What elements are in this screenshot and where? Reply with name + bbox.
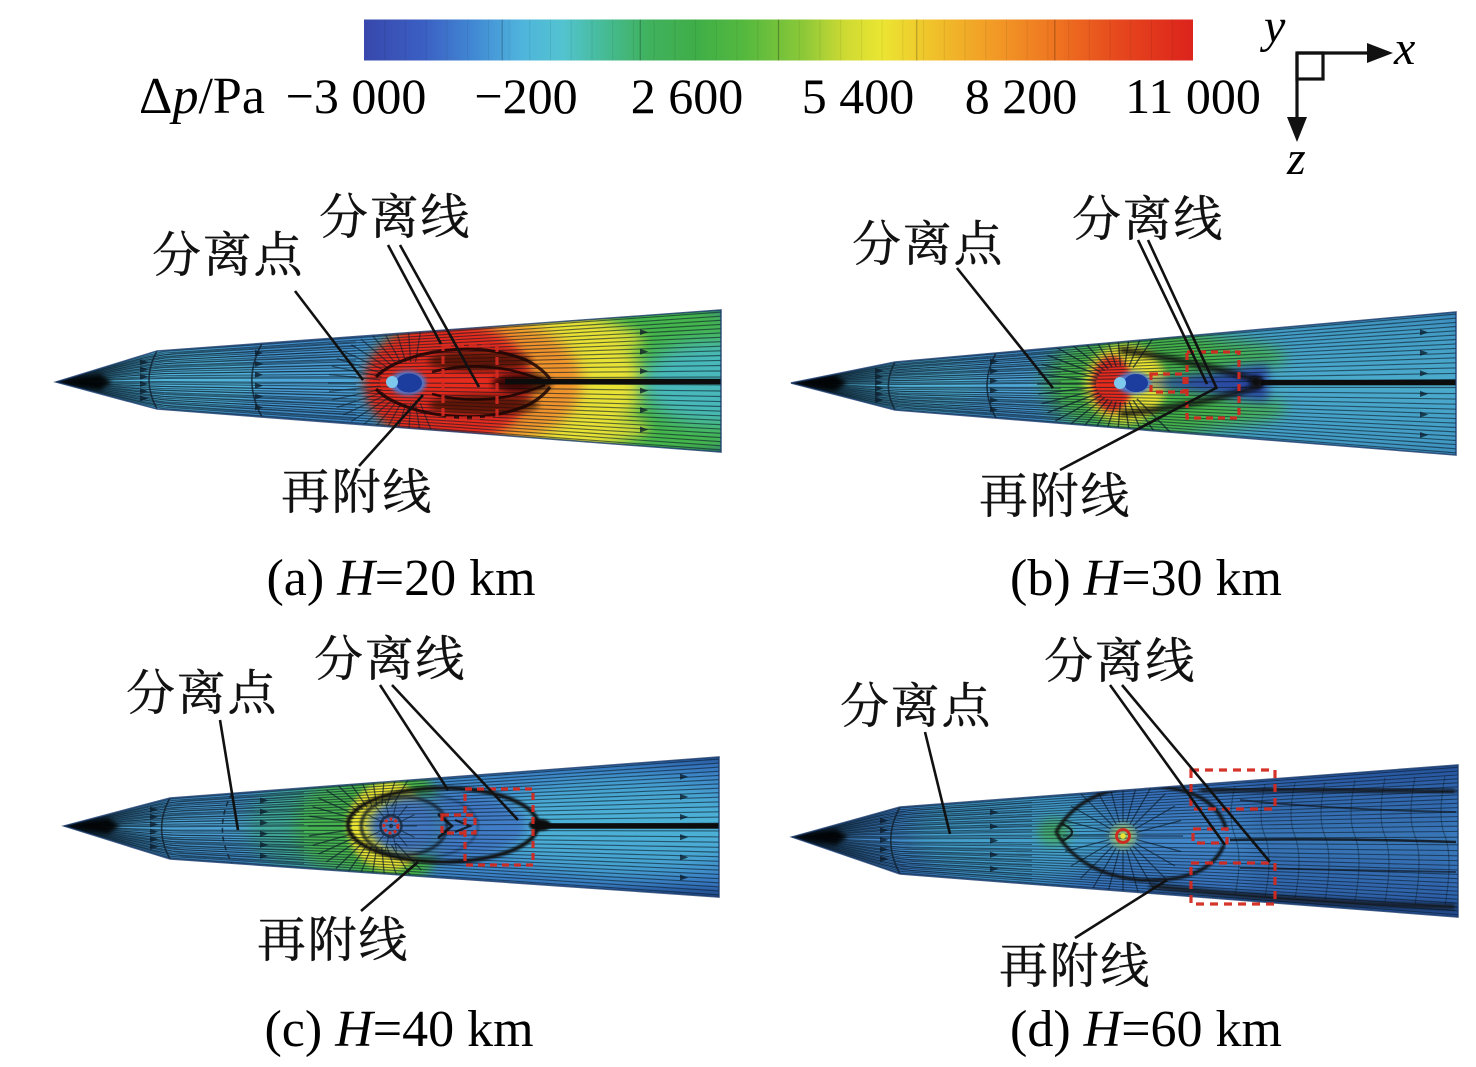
svg-text:5 400: 5 400 — [802, 68, 915, 124]
svg-text:−3 000: −3 000 — [286, 68, 427, 124]
svg-text:x: x — [1393, 22, 1415, 75]
svg-text:(a) H=20 km: (a) H=20 km — [266, 550, 535, 607]
svg-text:2 600: 2 600 — [631, 68, 744, 124]
svg-text:Δp/Pa: Δp/Pa — [139, 68, 265, 125]
svg-text:8 200: 8 200 — [965, 68, 1078, 124]
svg-text:−200: −200 — [474, 68, 577, 124]
svg-text:(d) H=60 km: (d) H=60 km — [1010, 1001, 1282, 1058]
svg-text:y: y — [1259, 0, 1286, 53]
svg-text:z: z — [1286, 132, 1306, 185]
svg-text:11 000: 11 000 — [1125, 68, 1261, 124]
svg-text:(c) H=40 km: (c) H=40 km — [264, 1001, 533, 1058]
svg-text:(b) H=30 km: (b) H=30 km — [1010, 550, 1282, 607]
